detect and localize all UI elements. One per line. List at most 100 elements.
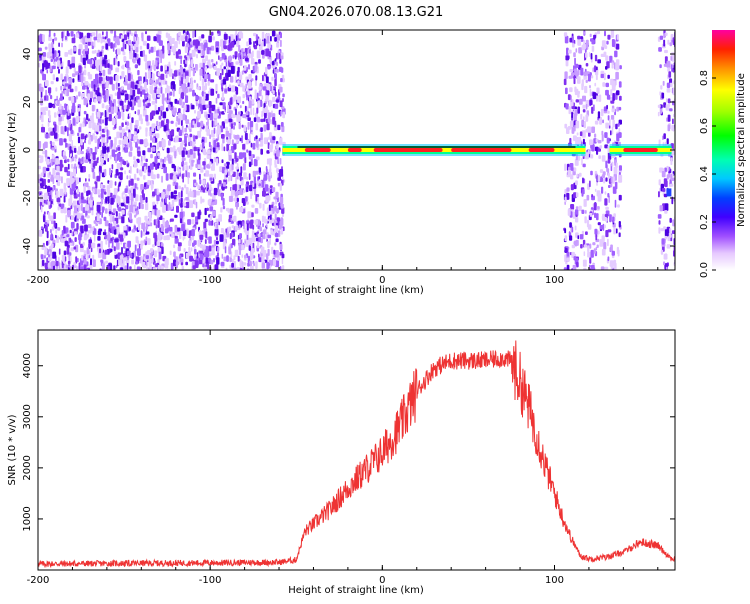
noise-cell xyxy=(596,244,599,248)
noise-cell xyxy=(80,133,85,140)
noise-cell xyxy=(202,58,204,63)
noise-cell xyxy=(238,122,241,130)
noise-cell xyxy=(236,70,240,77)
noise-cell xyxy=(163,166,167,174)
noise-cell xyxy=(258,90,262,97)
noise-cell xyxy=(229,34,234,41)
noise-cell xyxy=(48,30,51,37)
noise-cell xyxy=(80,151,84,155)
noise-cell xyxy=(47,121,50,127)
y-tick-label: 0 xyxy=(22,147,33,153)
noise-cell xyxy=(265,195,270,203)
noise-cell xyxy=(218,180,222,185)
noise-cell xyxy=(124,147,128,153)
noise-cell xyxy=(123,257,128,261)
noise-cell xyxy=(609,118,611,126)
noise-cell xyxy=(113,265,116,270)
noise-cell xyxy=(193,135,196,142)
noise-cell xyxy=(260,100,263,107)
noise-cell xyxy=(152,137,155,143)
noise-cell xyxy=(191,219,195,225)
noise-cell xyxy=(266,255,269,260)
noise-cell xyxy=(565,59,569,67)
noise-cell xyxy=(129,253,133,258)
noise-cell xyxy=(94,98,97,103)
noise-cell xyxy=(230,267,233,270)
noise-cell xyxy=(60,208,64,214)
noise-cell xyxy=(275,199,278,205)
noise-cell xyxy=(144,228,146,234)
noise-cell xyxy=(272,136,276,141)
noise-cell xyxy=(107,68,112,75)
noise-cell xyxy=(56,235,59,243)
noise-cell xyxy=(137,248,141,256)
noise-cell xyxy=(271,246,274,255)
noise-cell xyxy=(124,188,128,193)
noise-cell xyxy=(241,70,244,75)
noise-cell xyxy=(611,161,614,167)
noise-cell xyxy=(61,230,64,236)
noise-cell xyxy=(84,135,87,141)
noise-cell xyxy=(41,58,44,64)
noise-cell xyxy=(51,147,55,151)
noise-cell xyxy=(142,108,147,117)
x-tick-label: 0 xyxy=(379,275,385,286)
noise-cell xyxy=(199,234,204,240)
noise-cell xyxy=(667,114,671,122)
noise-cell xyxy=(564,35,569,44)
y-tick-label: 1000 xyxy=(22,506,33,531)
noise-cell xyxy=(156,269,159,270)
noise-cell xyxy=(221,143,224,151)
noise-cell xyxy=(72,118,76,126)
noise-cell xyxy=(249,260,252,265)
noise-cell xyxy=(209,184,212,190)
noise-cell xyxy=(563,32,568,37)
noise-cell xyxy=(173,259,176,267)
noise-cell xyxy=(138,202,141,210)
noise-cell xyxy=(48,43,51,49)
noise-cell xyxy=(79,177,81,183)
noise-cell xyxy=(597,269,600,270)
noise-cell xyxy=(114,181,117,186)
noise-cell xyxy=(269,237,271,245)
noise-cell xyxy=(150,180,153,186)
noise-cell xyxy=(94,49,97,54)
noise-cell xyxy=(271,218,275,222)
noise-cell xyxy=(90,258,92,266)
noise-cell xyxy=(571,111,573,119)
noise-cell xyxy=(52,186,55,192)
noise-cell xyxy=(608,177,611,184)
noise-cell xyxy=(280,227,284,235)
noise-cell xyxy=(143,222,146,230)
noise-cell xyxy=(216,223,219,229)
noise-cell xyxy=(183,108,185,115)
noise-cell xyxy=(211,165,215,171)
noise-cell xyxy=(604,224,606,229)
noise-cell xyxy=(274,37,277,42)
noise-cell xyxy=(591,75,594,79)
noise-cell xyxy=(594,188,597,192)
noise-cell xyxy=(235,35,238,42)
noise-cell xyxy=(585,103,588,110)
noise-cell xyxy=(252,142,256,150)
noise-cell xyxy=(254,208,259,214)
noise-cell xyxy=(166,147,170,154)
noise-cell xyxy=(204,93,209,101)
noise-cell xyxy=(258,38,262,45)
noise-cell xyxy=(231,232,234,238)
noise-cell xyxy=(260,127,263,132)
noise-cell xyxy=(44,255,46,259)
noise-cell xyxy=(223,45,228,50)
noise-cell xyxy=(276,167,279,173)
noise-cell xyxy=(279,221,282,227)
noise-cell xyxy=(118,139,122,145)
noise-cell xyxy=(249,120,254,128)
noise-cell xyxy=(593,104,595,112)
noise-cell xyxy=(204,218,208,222)
noise-cell xyxy=(108,211,112,215)
noise-cell xyxy=(118,183,121,187)
noise-cell xyxy=(130,178,134,186)
noise-cell xyxy=(49,215,54,221)
noise-cell xyxy=(160,243,164,247)
noise-cell xyxy=(54,37,58,41)
